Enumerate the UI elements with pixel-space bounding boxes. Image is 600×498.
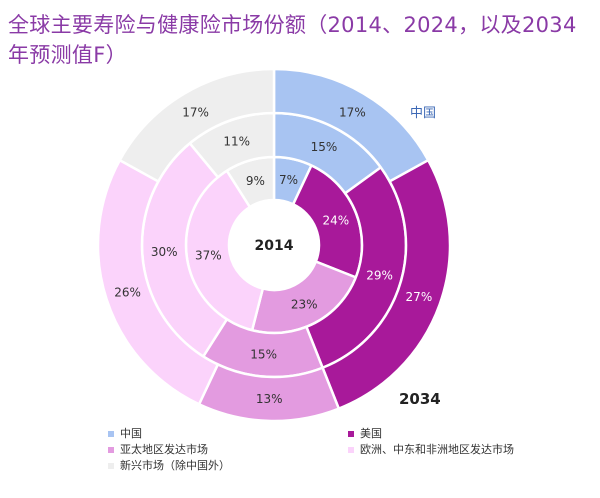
outer-ring-year-label: 2034: [399, 390, 441, 408]
ring-2024-label-3: 30%: [151, 245, 178, 259]
legend-swatch-emerging: [108, 463, 114, 469]
ring-2014-label-2: 23%: [291, 297, 318, 311]
center-year-label: 2014: [255, 238, 294, 254]
ring-2034-segment-4: [118, 67, 276, 184]
legend-item-china: 中国: [108, 425, 142, 441]
ring-2014-label-3: 37%: [195, 248, 222, 262]
ring-2034-label-0: 17%: [339, 105, 366, 119]
legend-item-apac: 亚太地区发达市场: [108, 441, 208, 457]
legend-item-emerging: 新兴市场（除中国外）: [108, 457, 230, 473]
legend-label-usa: 美国: [360, 427, 382, 440]
chart-title: 全球主要寿险与健康险市场份额（2014、2024，以及2034年预测值F）: [8, 13, 577, 67]
ring-2034-label-1: 27%: [406, 290, 433, 304]
ring-2034-label-4: 17%: [182, 105, 209, 119]
ring-2034-label-2: 13%: [256, 392, 283, 406]
legend-item-usa: 美国: [348, 425, 382, 441]
legend-swatch-usa: [348, 431, 354, 437]
legend-swatch-emea: [348, 447, 354, 453]
legend-label-apac: 亚太地区发达市场: [120, 443, 208, 456]
ring-2014-label-1: 24%: [322, 214, 349, 228]
legend-label-emea: 欧洲、中东和非洲地区发达市场: [360, 443, 514, 456]
china-callout-label: 中国: [410, 106, 437, 121]
ring-2014-label-4: 9%: [246, 174, 265, 188]
legend-swatch-apac: [108, 447, 114, 453]
ring-2034-label-3: 26%: [114, 286, 141, 300]
ring-2014-label-0: 7%: [279, 173, 298, 187]
ring-2024-label-1: 29%: [366, 269, 393, 283]
ring-2024-label-4: 11%: [223, 135, 250, 149]
legend-swatch-china: [108, 431, 114, 437]
ring-2024-label-2: 15%: [250, 348, 277, 362]
legend-item-emea: 欧洲、中东和非洲地区发达市场: [348, 441, 514, 457]
legend-label-emerging: 新兴市场（除中国外）: [120, 459, 230, 472]
legend-label-china: 中国: [120, 427, 142, 440]
ring-2024-label-0: 15%: [311, 140, 338, 154]
